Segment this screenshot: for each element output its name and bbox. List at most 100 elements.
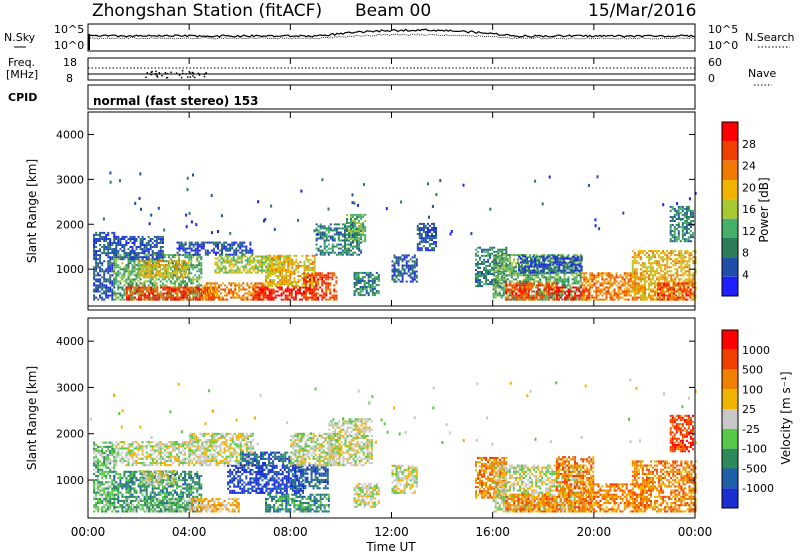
power-cell (499, 248, 502, 251)
power-cell (367, 282, 370, 284)
power-cell (503, 252, 506, 255)
power-cell (206, 251, 209, 254)
power-cell (222, 265, 225, 268)
power-cell (230, 257, 233, 260)
power-cell (559, 294, 562, 297)
power-cell (135, 272, 138, 275)
power-cell (533, 290, 536, 293)
power-cell (522, 271, 524, 274)
power-cell (111, 290, 114, 293)
power-cell (182, 298, 185, 301)
power-cell (428, 229, 431, 231)
power-cell (235, 253, 238, 256)
power-cell (552, 271, 555, 274)
power-cell (194, 290, 197, 293)
power-cell (279, 281, 282, 284)
power-cell (525, 258, 527, 261)
power-cell (505, 292, 508, 295)
power-cell (346, 249, 348, 252)
power-cell (258, 294, 261, 297)
power-cell (278, 294, 281, 297)
power-cell (177, 262, 179, 264)
power-cell (426, 231, 429, 233)
power-cell (167, 290, 170, 293)
power-cell (133, 260, 136, 263)
power-cell (435, 243, 437, 246)
power-cell (217, 251, 219, 254)
power-cell (161, 260, 164, 263)
power-cell (317, 225, 320, 228)
power-cell (196, 249, 199, 252)
power-cell (527, 282, 530, 285)
power-cell (517, 298, 520, 301)
power-cell (515, 298, 518, 301)
power-cell (583, 280, 586, 283)
power-cell (209, 298, 212, 301)
power-cell (364, 234, 367, 237)
power-cell (252, 290, 255, 293)
power-cell (365, 292, 368, 295)
power-cell (233, 241, 236, 244)
power-cell (188, 288, 191, 291)
power-cell (407, 270, 410, 273)
power-cell (97, 290, 100, 293)
power-cell (355, 284, 358, 286)
power-cell (238, 257, 241, 260)
power-cell (393, 266, 396, 269)
power-cell (502, 294, 505, 297)
power-cell (422, 224, 425, 227)
power-cell (507, 288, 510, 291)
power-cell (230, 284, 233, 287)
power-cell (133, 242, 136, 244)
power-cell (535, 292, 538, 295)
power-cell (654, 260, 656, 263)
power-cell (543, 294, 546, 297)
power-cell (252, 259, 255, 262)
power-cell (165, 284, 168, 287)
power-cell (587, 288, 590, 291)
power-cell (224, 288, 227, 291)
power-cell (346, 213, 348, 216)
power-cell (329, 276, 332, 279)
power-cell (627, 278, 630, 281)
power-cell (111, 274, 114, 277)
power-cell (346, 243, 348, 246)
power-cell (125, 288, 128, 291)
power-cell (115, 272, 118, 275)
power-cell (154, 260, 157, 262)
power-cell (409, 266, 412, 269)
power-cell (498, 294, 501, 297)
power-cell (605, 290, 608, 293)
power-cell (568, 265, 571, 268)
power-cell (282, 292, 285, 295)
power-cell (230, 267, 233, 270)
power-cell (105, 235, 108, 238)
power-cell (163, 284, 166, 287)
power-cell (515, 288, 518, 291)
power-cell (93, 266, 96, 269)
power-cell (256, 259, 259, 262)
power-cell (147, 280, 150, 283)
power-cell (234, 286, 237, 289)
power-cell (172, 286, 175, 289)
power-cell (250, 259, 253, 262)
power-cell (153, 254, 156, 257)
power-cell (103, 270, 106, 273)
power-cell (652, 250, 654, 253)
power-cell (166, 286, 169, 289)
power-cell (641, 262, 644, 265)
power-cell (156, 270, 159, 273)
power-cell (574, 257, 577, 260)
power-cell (492, 260, 495, 263)
power-cell (158, 274, 161, 277)
power-cell (433, 241, 435, 244)
power-cell (117, 272, 120, 275)
power-cell (311, 298, 314, 301)
power-cell (519, 286, 522, 289)
power-cell (619, 292, 622, 295)
power-cell (569, 284, 572, 287)
power-cell (163, 260, 166, 263)
power-cell (532, 255, 535, 258)
power-cell (281, 275, 284, 277)
power-cell (279, 285, 282, 288)
